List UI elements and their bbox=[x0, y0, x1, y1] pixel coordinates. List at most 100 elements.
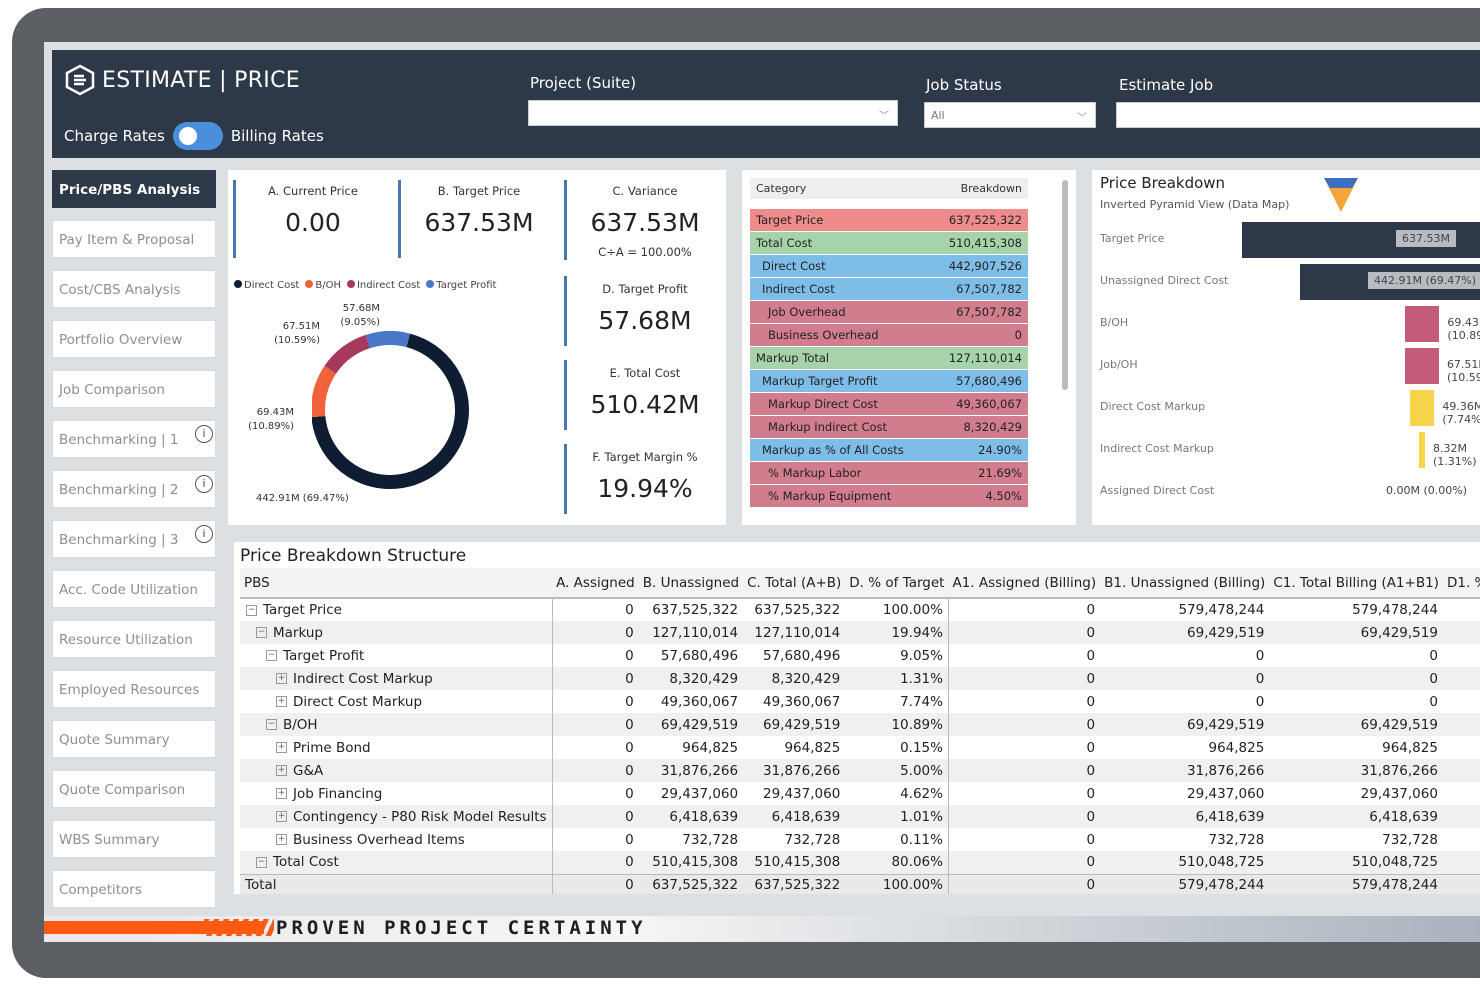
expand-icon[interactable]: + bbox=[276, 834, 287, 845]
expand-icon[interactable]: + bbox=[276, 673, 287, 684]
pbs-row[interactable]: − B/OH 0 69,429,519 69,429,519 10.89% 0 69,429,… bbox=[240, 713, 1480, 736]
nav-item-price-pbs-analysis[interactable]: Price/PBS Analysis bbox=[52, 170, 216, 208]
pbs-cell: 29,437,060 bbox=[1360, 785, 1438, 802]
category-row[interactable]: Markup as % of All Costs 24.90% bbox=[750, 439, 1028, 462]
pbs-column-header[interactable]: C. Total (A+B) bbox=[743, 568, 846, 599]
pbs-column-header[interactable]: A. Assigned bbox=[552, 568, 639, 599]
pbs-cell: 579,478,244 bbox=[1178, 602, 1265, 618]
kpi-divider bbox=[564, 360, 567, 430]
nav-item-cost-cbs-analysis[interactable]: Cost/CBS Analysis bbox=[52, 270, 216, 308]
nav-item-employed-resources[interactable]: Employed Resources bbox=[52, 670, 216, 708]
collapse-icon[interactable]: − bbox=[246, 604, 257, 616]
category-row[interactable]: Markup Total 127,110,014 bbox=[750, 347, 1028, 370]
rate-toggle-switch[interactable] bbox=[172, 122, 223, 150]
pyramid-value-label: 8.32M (1.31%) bbox=[1433, 442, 1477, 468]
pbs-column-header[interactable]: C1. Total Billing (A1+B1) bbox=[1269, 568, 1443, 599]
expand-icon[interactable]: + bbox=[276, 742, 287, 753]
category-row[interactable]: Markup Indirect Cost 8,320,429 bbox=[750, 416, 1028, 439]
category-row[interactable]: % Markup Labor 21.69% bbox=[750, 462, 1028, 485]
pbs-row-name: Direct Cost Markup bbox=[293, 693, 423, 710]
pbs-row[interactable]: − Target Price 0 637,525,322 637,525,322 100.… bbox=[240, 598, 1480, 621]
category-row[interactable]: Direct Cost 442,907,526 bbox=[750, 255, 1028, 278]
info-icon[interactable]: i bbox=[195, 425, 213, 443]
pbs-row[interactable]: + Indirect Cost Markup 0 8,320,429 8,320,429… bbox=[240, 667, 1480, 690]
estimate-job-dropdown[interactable] bbox=[1116, 102, 1480, 128]
pbs-column-header[interactable]: D1. % of bbox=[1442, 568, 1480, 599]
pbs-total-row[interactable]: Total 0 637,525,322 637,525,322 100.00% 0 579,… bbox=[240, 873, 1480, 894]
nav-item-quote-summary[interactable]: Quote Summary bbox=[52, 720, 216, 758]
expand-icon[interactable]: + bbox=[276, 696, 287, 707]
pbs-column-header[interactable]: D. % of Target bbox=[845, 568, 949, 599]
category-rows: Target Price 637,525,322 Total Cost 510,415… bbox=[750, 209, 1028, 508]
pbs-row-name-cell: − Markup bbox=[240, 621, 553, 644]
pbs-cell: 5.00% bbox=[845, 759, 949, 782]
donut-slice-b-oh[interactable] bbox=[312, 365, 337, 418]
pbs-cell: 127,110,014 bbox=[638, 621, 744, 644]
nav-item-benchmarking-1[interactable]: Benchmarking | 1 i bbox=[52, 420, 216, 458]
nav-item-benchmarking-2[interactable]: Benchmarking | 2 i bbox=[52, 470, 216, 508]
info-icon[interactable]: i bbox=[195, 475, 213, 493]
pyramid-bar[interactable] bbox=[1404, 306, 1440, 342]
category-row[interactable]: Markup Target Profit 57,680,496 bbox=[750, 370, 1028, 393]
category-row[interactable]: Job Overhead 67,507,782 bbox=[750, 301, 1028, 324]
pbs-row[interactable]: + Contingency - P80 Risk Model Results 0 6,… bbox=[240, 805, 1480, 828]
pbs-column-header[interactable]: B1. Unassigned (Billing) bbox=[1100, 568, 1270, 599]
pbs-row[interactable]: + Job Financing 0 29,437,060 29,437,060 4.62%… bbox=[240, 782, 1480, 805]
nav-item-wbs-summary[interactable]: WBS Summary bbox=[52, 820, 216, 858]
donut-slice-direct-cost[interactable] bbox=[312, 333, 469, 489]
nav-item-resource-utilization[interactable]: Resource Utilization bbox=[52, 620, 216, 658]
category-row[interactable]: % Markup Equipment 4.50% bbox=[750, 485, 1028, 508]
nav-item-competitors[interactable]: Competitors bbox=[52, 870, 216, 908]
category-name: Target Price bbox=[756, 213, 824, 227]
donut-slice-target-profit[interactable] bbox=[365, 331, 410, 349]
pbs-cell: 0 bbox=[1086, 831, 1096, 848]
pbs-row[interactable]: + Business Overhead Items 0 732,728 732,728 0… bbox=[240, 828, 1480, 851]
category-row[interactable]: Markup Direct Cost 49,360,067 bbox=[750, 393, 1028, 416]
kpi-value: 19.94% bbox=[597, 474, 693, 503]
category-row[interactable]: Indirect Cost 67,507,782 bbox=[750, 278, 1028, 301]
expand-icon[interactable]: + bbox=[276, 788, 287, 799]
collapse-icon[interactable]: − bbox=[256, 856, 267, 868]
header-bar: ESTIMATE | PRICE Charge Rates Billing Ra… bbox=[52, 50, 1480, 158]
donut-slice-indirect-cost[interactable] bbox=[324, 334, 371, 374]
legend-label: Indirect Cost bbox=[356, 280, 421, 291]
pbs-row[interactable]: − Markup 0 127,110,014 127,110,014 19.94% 0 69,… bbox=[240, 621, 1480, 644]
pyramid-bar[interactable] bbox=[1409, 390, 1435, 426]
expand-icon[interactable]: + bbox=[276, 811, 287, 822]
pbs-row-name-cell: − B/OH bbox=[240, 713, 553, 736]
collapse-icon[interactable]: − bbox=[266, 650, 277, 661]
collapse-icon[interactable]: − bbox=[266, 719, 277, 730]
category-row[interactable]: Total Cost 510,415,308 bbox=[750, 232, 1028, 255]
nav-item-benchmarking-3[interactable]: Benchmarking | 3 i bbox=[52, 520, 216, 558]
pyramid-bar[interactable] bbox=[1405, 348, 1439, 384]
pbs-cell bbox=[1443, 828, 1480, 851]
nav-item-portfolio-overview[interactable]: Portfolio Overview bbox=[52, 320, 216, 358]
collapse-icon[interactable]: − bbox=[256, 627, 267, 638]
category-row[interactable]: Target Price 637,525,322 bbox=[750, 209, 1028, 232]
pyramid-value-label: 637.53M bbox=[1396, 230, 1456, 247]
job-status-dropdown[interactable]: All ﹀ bbox=[924, 102, 1096, 128]
expand-icon[interactable]: + bbox=[276, 765, 287, 776]
pbs-column-header[interactable]: PBS bbox=[240, 568, 553, 599]
pbs-cell: 0 bbox=[1086, 693, 1096, 710]
info-icon[interactable]: i bbox=[195, 525, 213, 543]
pbs-cell: 0 bbox=[948, 621, 1101, 644]
pbs-row[interactable]: + G&A 0 31,876,266 31,876,266 5.00% 0 31,876,26… bbox=[240, 759, 1480, 782]
pbs-column-header[interactable]: A1. Assigned (Billing) bbox=[948, 568, 1101, 599]
pbs-row-name: Markup bbox=[273, 624, 323, 641]
pbs-row[interactable]: − Target Profit 0 57,680,496 57,680,496 9.05%… bbox=[240, 644, 1480, 667]
pbs-row[interactable]: − Total Cost 0 510,415,308 510,415,308 80.06%… bbox=[240, 851, 1480, 874]
pyramid-bar[interactable] bbox=[1419, 432, 1425, 468]
category-row[interactable]: Business Overhead 0 bbox=[750, 324, 1028, 347]
project-filter-dropdown[interactable]: ﹀ bbox=[528, 100, 898, 126]
kpi-label: E. Total Cost bbox=[609, 366, 681, 380]
pbs-row-name: Job Financing bbox=[293, 785, 383, 802]
pbs-row[interactable]: + Direct Cost Markup 0 49,360,067 49,360,067… bbox=[240, 690, 1480, 713]
nav-item-pay-item-proposal[interactable]: Pay Item & Proposal bbox=[52, 220, 216, 258]
nav-item-job-comparison[interactable]: Job Comparison bbox=[52, 370, 216, 408]
pbs-row[interactable]: + Prime Bond 0 964,825 964,825 0.15% 0 964,825 9… bbox=[240, 736, 1480, 759]
scrollbar[interactable] bbox=[1062, 180, 1068, 390]
pbs-column-header[interactable]: B. Unassigned bbox=[638, 568, 744, 599]
nav-item-acc-code-utilization[interactable]: Acc. Code Utilization bbox=[52, 570, 216, 608]
nav-item-quote-comparison[interactable]: Quote Comparison bbox=[52, 770, 216, 808]
